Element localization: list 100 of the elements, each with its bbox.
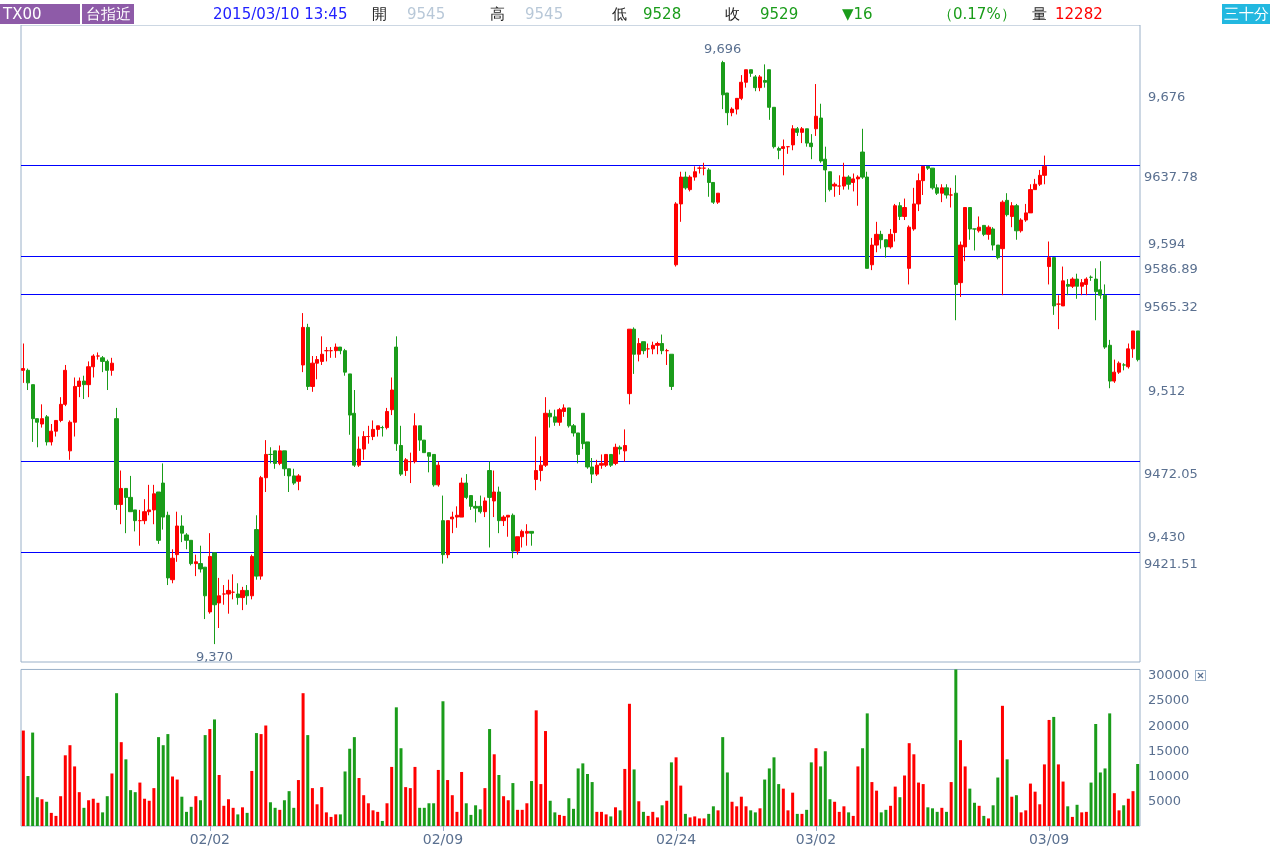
bar (819, 766, 823, 826)
bar (231, 807, 235, 826)
bar (1108, 713, 1112, 826)
candlestick (278, 444, 282, 466)
bar (655, 817, 659, 826)
bar (194, 796, 198, 826)
bar (352, 737, 356, 826)
candlestick (487, 461, 492, 548)
bar (474, 805, 478, 826)
bar (1098, 772, 1102, 826)
x-tick-label: 02/02 (189, 831, 231, 847)
candlestick (212, 552, 217, 645)
bar (157, 737, 161, 826)
bar (264, 725, 268, 826)
candlestick (119, 470, 123, 525)
candlestick (296, 473, 301, 491)
text: 9545 (407, 4, 446, 24)
candlestick (301, 312, 305, 373)
bar (1066, 806, 1070, 826)
bar (217, 775, 221, 826)
bar (781, 788, 785, 826)
candlestick (1005, 192, 1009, 217)
bar (697, 818, 701, 826)
bar (418, 807, 422, 826)
candlestick (114, 407, 119, 511)
bar (613, 807, 617, 826)
bar (1052, 716, 1056, 826)
candlestick (250, 554, 254, 600)
bar (432, 803, 436, 826)
bar (567, 798, 571, 826)
candlestick (781, 139, 785, 176)
bar (483, 788, 487, 826)
text: 9545 (525, 4, 564, 24)
bar (562, 815, 566, 826)
bar (376, 811, 380, 826)
text: ▼16 (842, 4, 873, 24)
bar (380, 820, 384, 826)
candlestick (180, 514, 184, 543)
bar (413, 766, 417, 826)
bar (1070, 816, 1074, 826)
bar (497, 775, 501, 826)
candlestick (40, 403, 44, 429)
candlestick (557, 407, 562, 427)
bar (632, 769, 636, 826)
candlestick (986, 224, 991, 241)
bar (609, 816, 613, 826)
bar (660, 805, 664, 826)
candlestick (217, 577, 221, 629)
candlestick (777, 146, 781, 160)
candlestick (82, 375, 86, 400)
bar (185, 811, 189, 826)
candlestick (791, 124, 795, 151)
y-tick-label: 5000 (1148, 793, 1182, 809)
candlestick (254, 514, 259, 581)
bar (77, 792, 81, 826)
bar (516, 809, 520, 826)
bar (646, 815, 650, 826)
candlestick (441, 495, 445, 565)
candlestick (660, 334, 664, 355)
candlestick (1010, 201, 1014, 228)
candlestick (236, 582, 240, 606)
bar (525, 803, 529, 826)
candlestick (1042, 155, 1047, 185)
bar (436, 769, 440, 826)
bar (772, 757, 776, 826)
bar (627, 703, 631, 826)
bar (1000, 705, 1004, 826)
bar (795, 813, 799, 826)
bar (558, 814, 562, 826)
bar (721, 737, 725, 826)
candlestick (930, 167, 935, 191)
bar (1094, 723, 1098, 826)
bar (506, 800, 510, 826)
bar (572, 808, 576, 826)
bar (749, 810, 753, 826)
bar (324, 812, 328, 826)
bar (702, 818, 706, 826)
candlestick (1070, 276, 1075, 289)
text: 9529 (760, 4, 799, 24)
candlestick (846, 174, 851, 191)
bar (31, 732, 35, 826)
candlestick (753, 74, 757, 92)
bar (268, 802, 272, 826)
bar (917, 782, 921, 826)
candlestick (511, 512, 515, 559)
bar (35, 797, 39, 826)
bar (861, 748, 865, 826)
bar (716, 810, 720, 826)
bar (212, 719, 216, 826)
candlestick (399, 425, 403, 477)
x-tick-label: 02/09 (422, 831, 464, 847)
bar (1042, 764, 1046, 826)
bar (982, 815, 986, 826)
bar (1122, 805, 1126, 826)
bar (199, 800, 203, 826)
x-tick-label: 02/24 (655, 831, 697, 847)
bar (310, 788, 314, 826)
bar (105, 796, 109, 826)
candlestick (632, 326, 636, 375)
bar (1075, 804, 1079, 826)
